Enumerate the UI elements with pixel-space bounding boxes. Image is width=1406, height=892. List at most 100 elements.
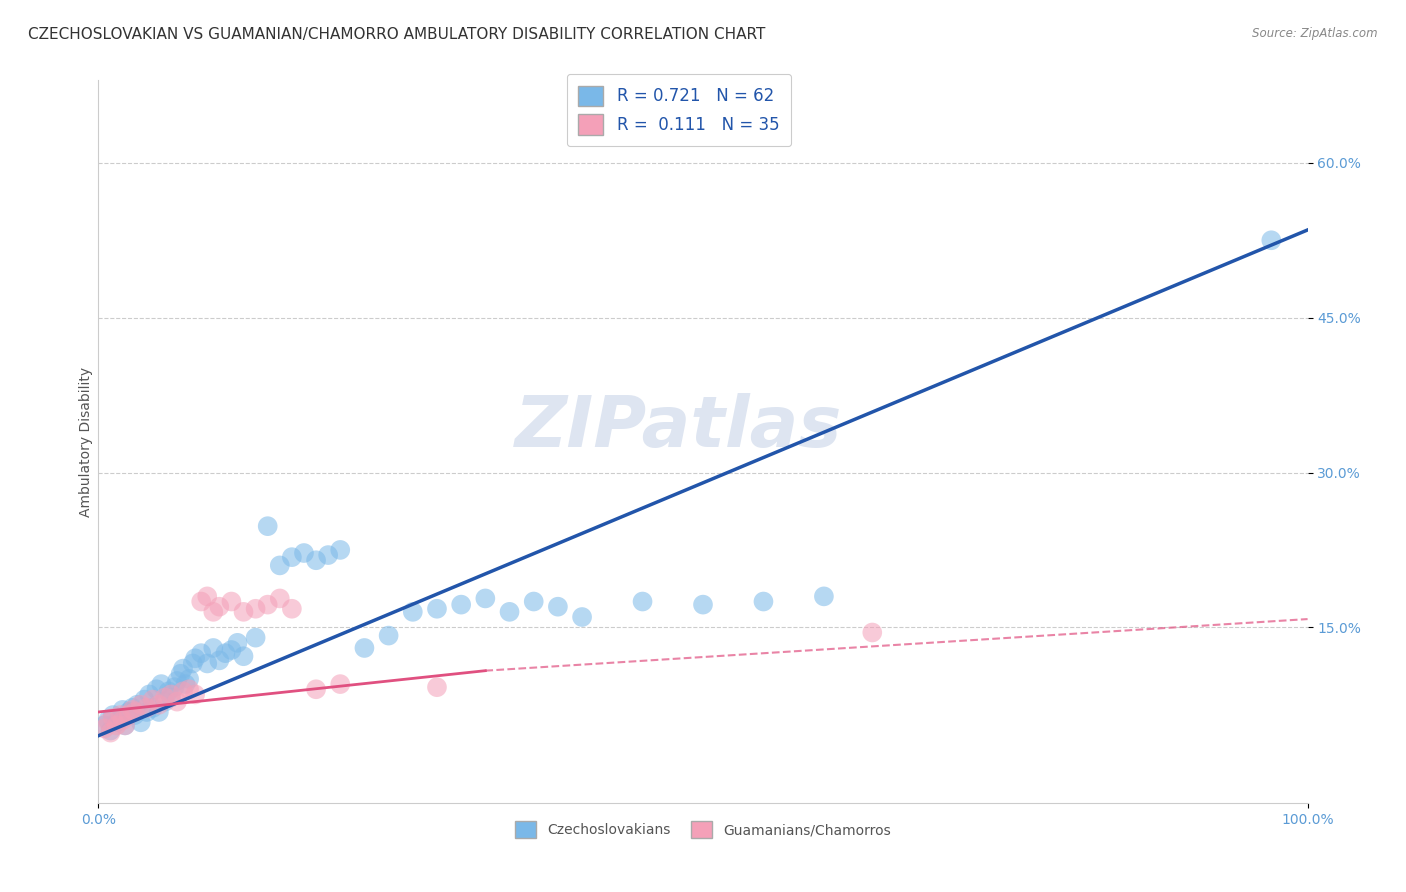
Point bbox=[329, 542, 352, 557]
Point bbox=[135, 701, 157, 715]
Point bbox=[214, 646, 236, 660]
Point bbox=[547, 599, 569, 614]
Point bbox=[97, 715, 120, 730]
Point bbox=[135, 705, 157, 719]
Point bbox=[329, 677, 352, 691]
Point bbox=[426, 601, 449, 615]
Point bbox=[121, 701, 143, 715]
Point bbox=[172, 662, 194, 676]
Point bbox=[166, 695, 188, 709]
Point bbox=[860, 625, 883, 640]
Point bbox=[100, 725, 122, 739]
Point bbox=[157, 684, 180, 698]
Point bbox=[121, 703, 143, 717]
Text: Source: ZipAtlas.com: Source: ZipAtlas.com bbox=[1253, 27, 1378, 40]
Point bbox=[305, 553, 328, 567]
Point bbox=[97, 713, 120, 727]
Point bbox=[245, 631, 267, 645]
Point bbox=[195, 590, 218, 604]
Point bbox=[202, 640, 225, 655]
Point bbox=[226, 636, 249, 650]
Point bbox=[813, 590, 835, 604]
Point bbox=[232, 649, 254, 664]
Point bbox=[124, 708, 146, 723]
Point bbox=[281, 550, 304, 565]
Point bbox=[166, 673, 188, 688]
Y-axis label: Ambulatory Disability: Ambulatory Disability bbox=[79, 367, 93, 516]
Point bbox=[160, 690, 183, 705]
Point bbox=[245, 601, 267, 615]
Point bbox=[142, 701, 165, 715]
Point bbox=[108, 711, 131, 725]
Text: ZIPatlas: ZIPatlas bbox=[515, 392, 842, 461]
Point bbox=[163, 680, 186, 694]
Point bbox=[1260, 233, 1282, 247]
Point bbox=[316, 548, 339, 562]
Point bbox=[571, 610, 593, 624]
Point bbox=[169, 666, 191, 681]
Point bbox=[190, 594, 212, 608]
Text: CZECHOSLOVAKIAN VS GUAMANIAN/CHAMORRO AMBULATORY DISABILITY CORRELATION CHART: CZECHOSLOVAKIAN VS GUAMANIAN/CHAMORRO AM… bbox=[28, 27, 765, 42]
Point bbox=[221, 594, 243, 608]
Point bbox=[108, 708, 131, 723]
Point bbox=[269, 558, 291, 573]
Point bbox=[111, 703, 134, 717]
Point bbox=[208, 653, 231, 667]
Point bbox=[184, 687, 207, 701]
Point bbox=[232, 605, 254, 619]
Point bbox=[179, 682, 201, 697]
Point bbox=[208, 599, 231, 614]
Point bbox=[138, 687, 160, 701]
Point bbox=[172, 684, 194, 698]
Point bbox=[402, 605, 425, 619]
Point bbox=[114, 718, 136, 732]
Point bbox=[474, 591, 496, 606]
Point bbox=[93, 718, 115, 732]
Point bbox=[202, 605, 225, 619]
Point bbox=[124, 705, 146, 719]
Point bbox=[269, 591, 291, 606]
Point bbox=[118, 708, 141, 723]
Point bbox=[160, 687, 183, 701]
Point bbox=[174, 677, 197, 691]
Point bbox=[377, 629, 399, 643]
Point bbox=[426, 680, 449, 694]
Point bbox=[292, 546, 315, 560]
Point bbox=[148, 705, 170, 719]
Point bbox=[523, 594, 546, 608]
Point bbox=[148, 698, 170, 712]
Point bbox=[145, 682, 167, 697]
Point bbox=[256, 519, 278, 533]
Point bbox=[195, 657, 218, 671]
Point bbox=[450, 598, 472, 612]
Point bbox=[353, 640, 375, 655]
Point bbox=[179, 672, 201, 686]
Point bbox=[118, 705, 141, 719]
Point bbox=[93, 722, 115, 736]
Point bbox=[134, 692, 156, 706]
Point bbox=[129, 715, 152, 730]
Point bbox=[105, 718, 128, 732]
Point bbox=[129, 698, 152, 712]
Point bbox=[256, 598, 278, 612]
Point bbox=[101, 711, 124, 725]
Point bbox=[142, 692, 165, 706]
Point bbox=[498, 605, 520, 619]
Point bbox=[190, 646, 212, 660]
Point bbox=[631, 594, 654, 608]
Point bbox=[127, 698, 149, 712]
Point bbox=[101, 708, 124, 723]
Point bbox=[692, 598, 714, 612]
Legend: Czechoslovakians, Guamanians/Chamorros: Czechoslovakians, Guamanians/Chamorros bbox=[506, 813, 900, 847]
Point bbox=[153, 695, 176, 709]
Point bbox=[153, 690, 176, 705]
Point bbox=[105, 715, 128, 730]
Point bbox=[221, 643, 243, 657]
Point bbox=[281, 601, 304, 615]
Point bbox=[752, 594, 775, 608]
Point bbox=[114, 718, 136, 732]
Point bbox=[184, 651, 207, 665]
Point bbox=[111, 713, 134, 727]
Point bbox=[100, 723, 122, 738]
Point bbox=[305, 682, 328, 697]
